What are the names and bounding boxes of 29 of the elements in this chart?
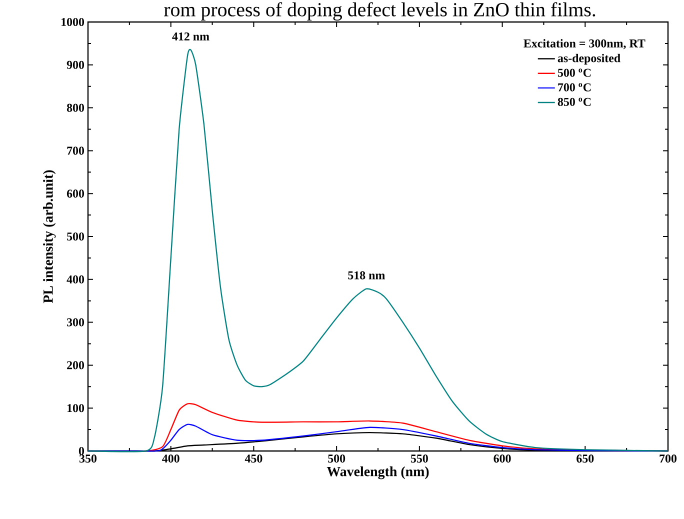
y-tick-label: 0 — [78, 446, 84, 456]
x-tick-label: 400 — [162, 454, 180, 463]
legend-label: as-deposited — [558, 54, 620, 65]
x-tick-label: 650 — [576, 454, 594, 463]
annotation: 412 nm — [172, 32, 210, 40]
chart-title: rom process of doping defect levels in ZnO thin films. — [164, 2, 596, 21]
y-tick-label: 1000 — [62, 18, 84, 26]
y-tick-label: 800 — [66, 104, 84, 112]
y-tick-label: 300 — [67, 318, 84, 326]
annotation: 518 nm — [348, 271, 385, 280]
x-tick-label: 600 — [494, 454, 511, 463]
y-tick-label: 400 — [66, 275, 84, 284]
y-axis-title: PL intensity (arb.unit) — [43, 170, 56, 304]
x-axis-title: Wavelength (nm) — [326, 466, 429, 480]
y-tick-label: 500 — [67, 232, 84, 241]
legend-title: Excitation = 300nm, RT — [524, 39, 646, 50]
y-tick-label: 700 — [67, 146, 84, 155]
x-tick-label: 700 — [660, 454, 677, 463]
x-tick-label: 450 — [244, 454, 262, 463]
x-tick-label: 350 — [79, 454, 97, 463]
legend-label: 500 $^{o}$C — [558, 68, 591, 77]
y-tick-label: 900 — [66, 60, 84, 69]
y-tick-label: 200 — [67, 361, 84, 370]
x-tick-label: 550 — [410, 454, 428, 463]
legend-label: 850 $^{o}$C — [558, 98, 591, 106]
y-tick-label: 100 — [68, 404, 84, 412]
y-tick-label: 600 — [66, 190, 84, 198]
x-tick-label: 500 — [328, 454, 346, 463]
legend-label: 700 $^{o}$C — [558, 83, 591, 92]
